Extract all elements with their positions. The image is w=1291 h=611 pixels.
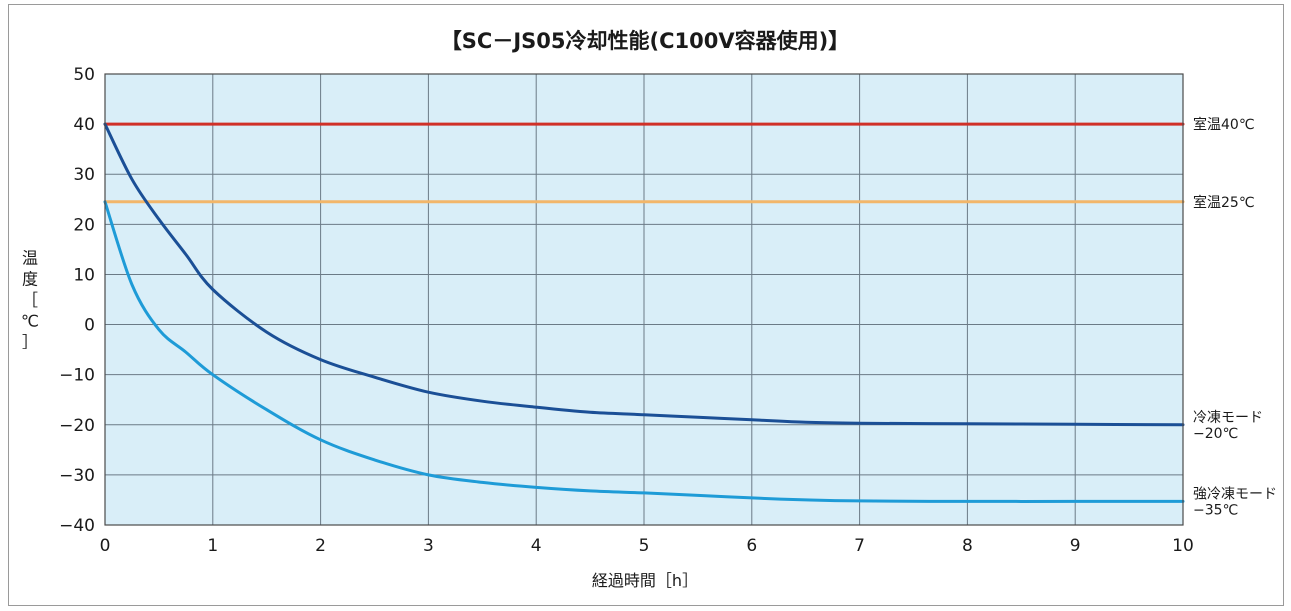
x-tick-label: 7 [854,536,865,556]
series-label: −35℃ [1193,502,1238,518]
x-axis-label: 経過時間［h］ [592,571,698,590]
plot-border [104,73,1184,526]
series-label: −20℃ [1193,426,1238,442]
y-axis-label-char: 度 [22,270,38,289]
y-axis-label-char: ［ [22,291,38,310]
series-labels: 室温40℃ 室温25℃ 冷凍モード−20℃ 強冷凍モード−35℃ [1193,116,1277,518]
x-tick-label: 8 [962,536,973,556]
x-tick-label: 1 [207,536,218,556]
series-label: 室温25℃ [1193,194,1255,211]
y-tick-label: 20 [73,215,95,235]
x-tick-label: 2 [315,536,326,556]
y-tick-label: −10 [59,366,95,386]
x-tick-label: 0 [100,536,111,556]
y-tick-label: −20 [59,416,95,436]
y-axis-label-char: 温 [22,249,38,268]
x-tick-label: 4 [531,536,542,556]
y-axis-label-char: ］ [22,333,38,352]
chart-title: 【SC－JS05冷却性能(C100V容器使用)】 [441,29,849,53]
y-tick-label: 0 [84,316,95,336]
series-label: 室温40℃ [1193,116,1255,133]
x-tick-label: 9 [1070,536,1081,556]
x-tick-label: 6 [746,536,757,556]
y-tick-label: −40 [59,516,95,536]
y-tick-label: 40 [73,115,95,135]
series-lines [103,122,1185,503]
y-axis-label-char: ℃ [21,312,39,331]
axis-ticks: 0 1 2 3 4 5 6 7 8 9 10 50 40 30 20 10 0 −10 −20 −30 −40 [59,65,1194,556]
x-tick-label: 10 [1172,536,1194,556]
x-tick-label: 5 [639,536,650,556]
series-line-freeze-20 [103,122,1185,427]
series-label: 強冷凍モード [1193,486,1277,502]
y-axis-label: 温度 ［ ℃ ］ [21,249,39,352]
y-tick-label: −30 [59,466,95,486]
y-tick-label: 50 [73,65,95,85]
y-tick-label: 10 [73,265,95,285]
series-line-deep-freeze-35 [103,200,1185,503]
series-label: 冷凍モード [1193,410,1263,426]
x-tick-label: 3 [423,536,434,556]
y-tick-label: 30 [73,165,95,185]
